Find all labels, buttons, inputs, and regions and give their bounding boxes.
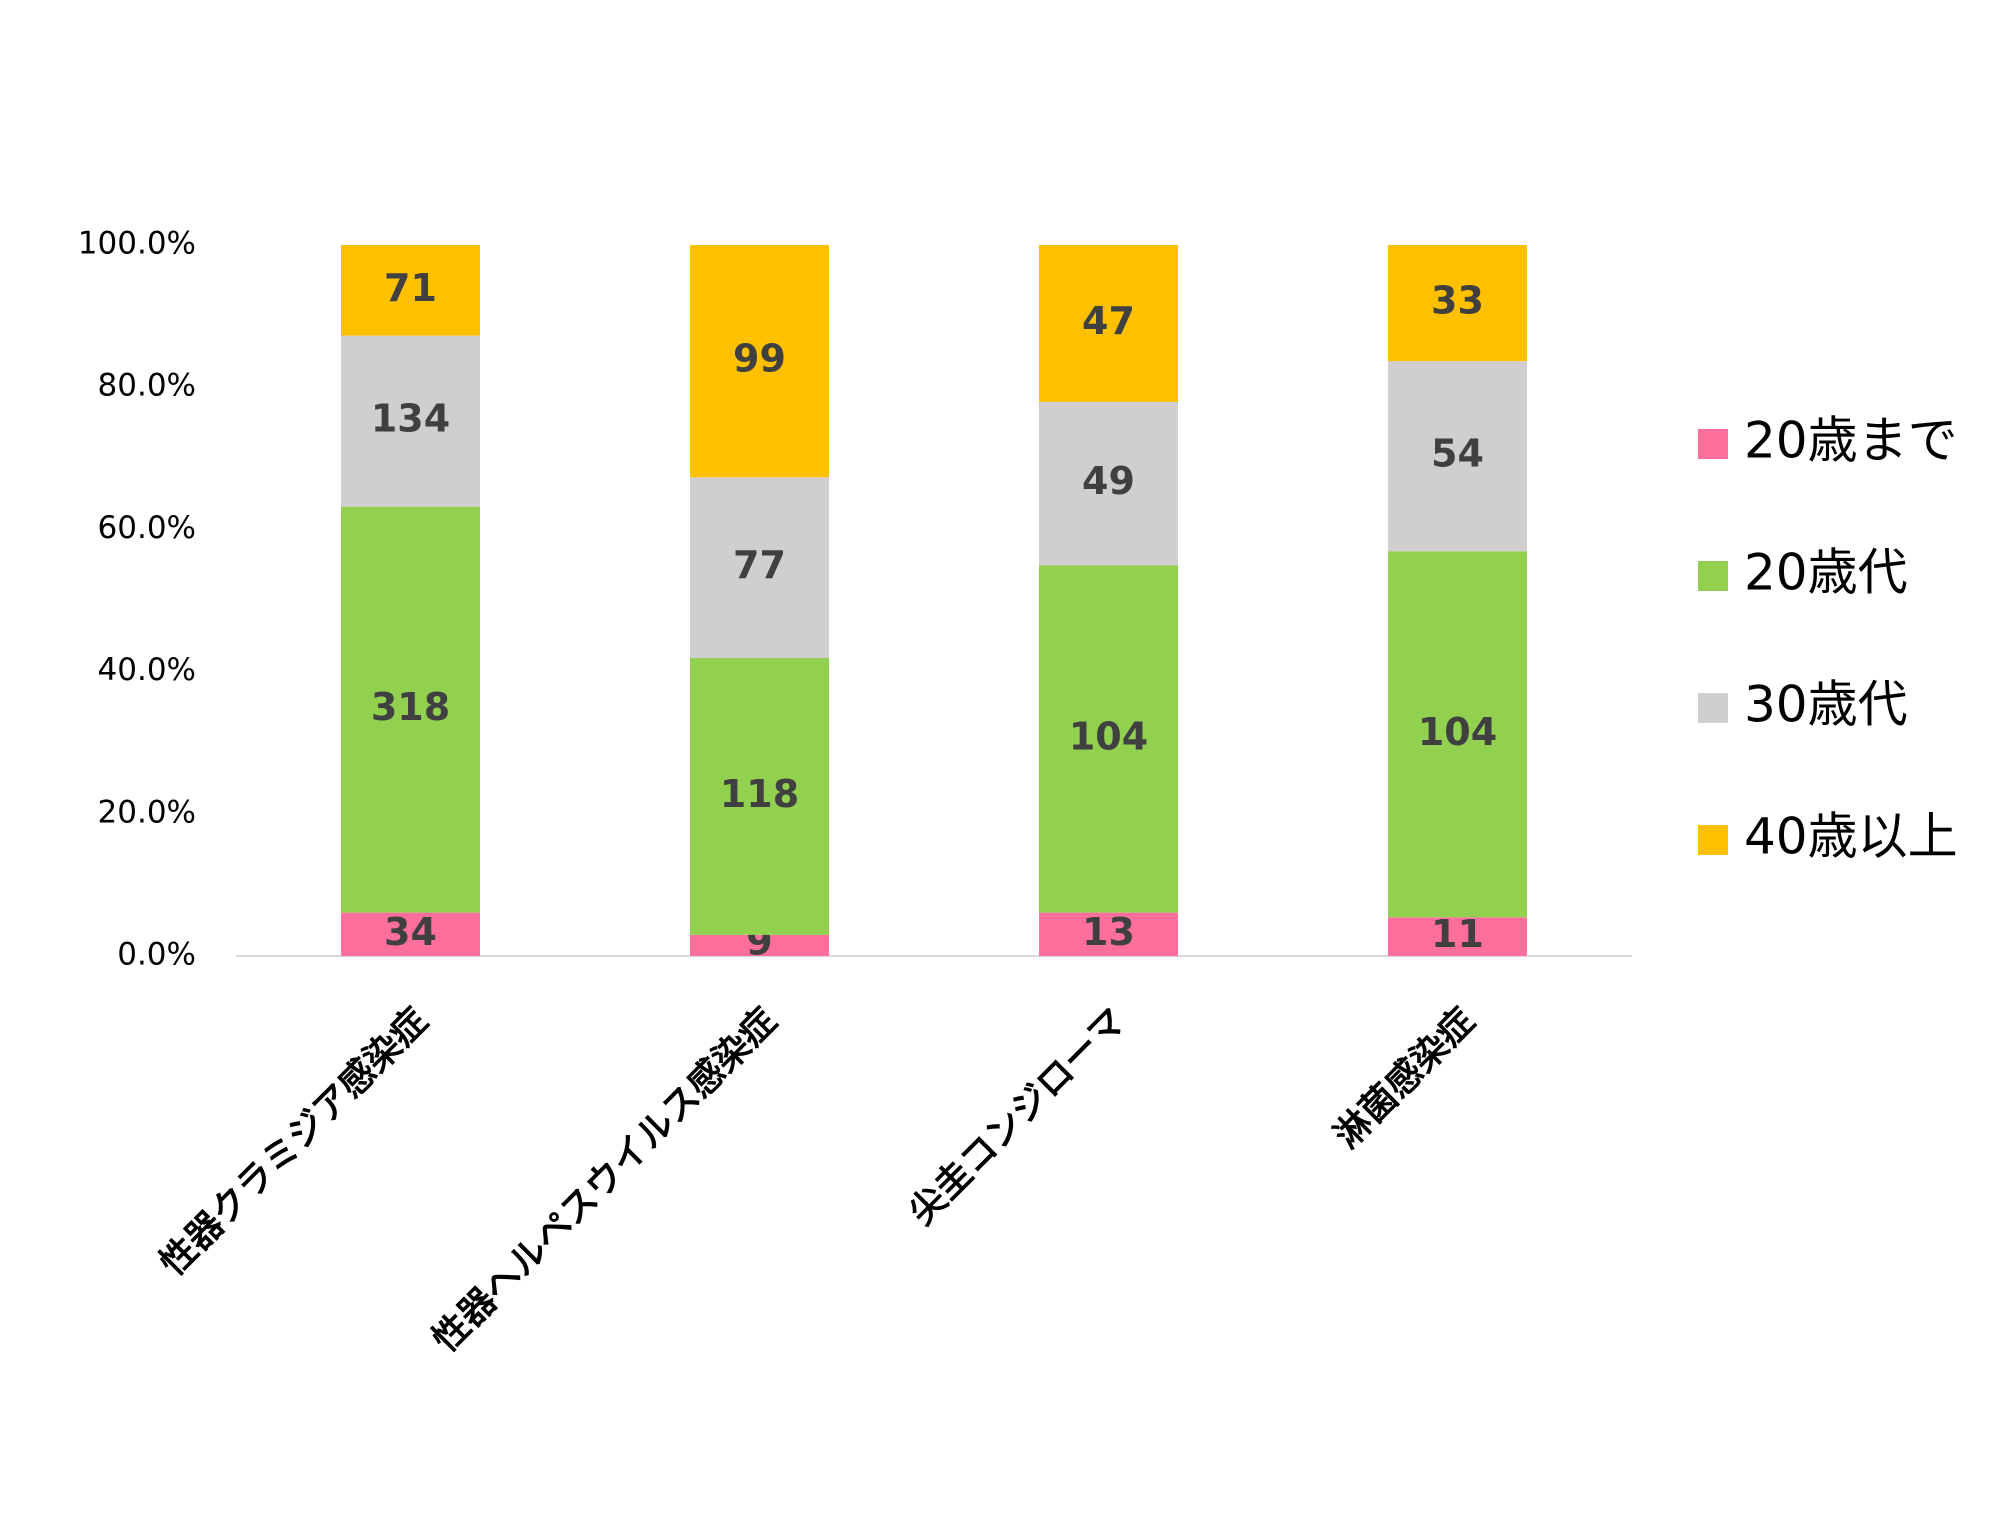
data-label: 54: [1431, 432, 1484, 476]
bar-segment: [690, 245, 829, 478]
data-label: 33: [1431, 279, 1484, 323]
x-tick-label: 性器クラミジア感染症: [152, 1000, 436, 1284]
bar-segment: [341, 245, 480, 336]
data-label: 77: [733, 543, 786, 587]
legend-swatch: [1698, 693, 1728, 723]
legend-swatch: [1698, 561, 1728, 591]
y-tick-label: 20.0%: [98, 794, 196, 830]
bar-segment: [690, 477, 829, 658]
bar-segment: [690, 934, 829, 956]
y-tick-label: 80.0%: [98, 368, 196, 404]
bar-segment: [1039, 401, 1178, 566]
y-tick-label: 0.0%: [117, 937, 196, 973]
legend-label: 20歳まで: [1744, 412, 1958, 470]
data-label: 134: [371, 397, 450, 441]
bar-segment: [1388, 361, 1527, 552]
x-tick-label: 尖圭コンジローマ: [901, 1000, 1134, 1233]
x-tick-label: 淋菌感染症: [1327, 1000, 1483, 1156]
y-tick-label: 40.0%: [98, 652, 196, 688]
legend-label: 20歳代: [1744, 544, 1908, 602]
x-tick-label: 性器ヘルペスウイルス感染症: [425, 1000, 785, 1360]
legend-label: 30歳代: [1744, 676, 1908, 734]
y-tick-label: 60.0%: [98, 510, 196, 546]
data-label: 318: [371, 685, 450, 729]
bar-segment: [690, 657, 829, 935]
bar-segment: [1388, 245, 1527, 362]
bar-segment: [1039, 245, 1178, 402]
bar-segment: [1039, 912, 1178, 956]
data-label: 104: [1418, 710, 1497, 754]
bar-segment: [1388, 551, 1527, 918]
data-label: 104: [1069, 715, 1148, 759]
data-label: 11: [1431, 912, 1484, 956]
data-label: 47: [1082, 299, 1135, 343]
data-label: 99: [733, 337, 786, 381]
y-tick-label: 100.0%: [78, 226, 196, 262]
bar-segment: [1388, 917, 1527, 956]
bar-segment: [341, 506, 480, 913]
data-label: 13: [1082, 910, 1135, 954]
data-label: 118: [720, 772, 799, 816]
legend-label: 40歳以上: [1744, 808, 1958, 866]
legend-swatch: [1698, 429, 1728, 459]
bar-segment: [341, 912, 480, 956]
legend-swatch: [1698, 825, 1728, 855]
bar-segment: [341, 335, 480, 507]
data-label: 49: [1082, 459, 1135, 503]
data-label: 34: [384, 910, 437, 954]
bar-segment: [1039, 565, 1178, 913]
data-label: 71: [384, 266, 437, 310]
